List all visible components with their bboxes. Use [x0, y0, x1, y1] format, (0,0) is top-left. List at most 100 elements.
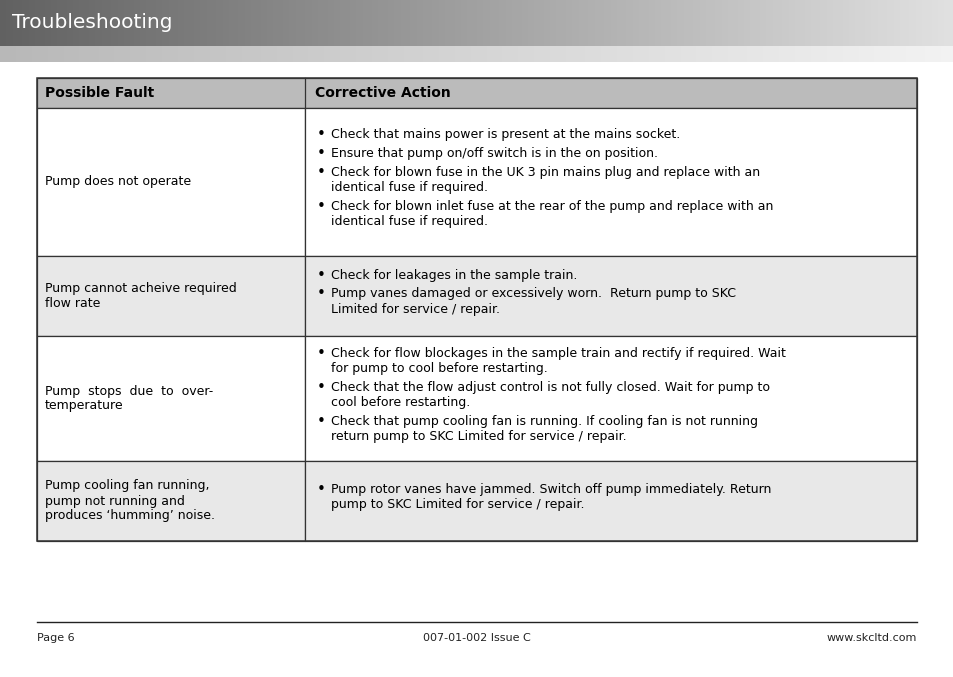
Bar [45, 46, 48, 62]
Bar [498, 46, 502, 62]
Bar [775, 0, 779, 46]
Bar [54, 46, 57, 62]
Bar [534, 46, 537, 62]
Bar [841, 0, 845, 46]
Bar [267, 46, 270, 62]
Bar [451, 0, 455, 46]
Bar [169, 46, 172, 62]
Bar [150, 46, 152, 62]
Bar [512, 46, 515, 62]
Bar [112, 0, 114, 46]
Bar [877, 46, 880, 62]
Bar [540, 0, 543, 46]
Bar [197, 46, 200, 62]
Bar [902, 46, 905, 62]
Text: Pump rotor vanes have jammed. Switch off pump immediately. Return: Pump rotor vanes have jammed. Switch off… [331, 483, 771, 496]
Bar [327, 46, 331, 62]
Bar [359, 0, 362, 46]
Bar [474, 46, 476, 62]
Bar [886, 46, 889, 62]
Bar [426, 0, 429, 46]
Bar [760, 0, 762, 46]
Bar [254, 46, 257, 62]
Bar [102, 46, 105, 62]
Bar [636, 46, 639, 62]
Bar [855, 0, 858, 46]
Bar [114, 46, 117, 62]
Bar [667, 46, 670, 62]
Text: Check that pump cooling fan is running. If cooling fan is not running: Check that pump cooling fan is running. … [331, 415, 758, 428]
Bar [712, 0, 715, 46]
Bar [807, 46, 810, 62]
Bar [861, 0, 864, 46]
Bar [155, 46, 159, 62]
Bar [10, 0, 12, 46]
Bar [441, 0, 445, 46]
Bar [908, 0, 912, 46]
Bar [426, 46, 429, 62]
Bar [765, 46, 769, 62]
Bar [260, 0, 264, 46]
Bar [37, 78, 916, 108]
Bar [918, 46, 922, 62]
Bar [274, 0, 276, 46]
Bar [829, 0, 832, 46]
Bar [874, 46, 877, 62]
Bar [524, 46, 527, 62]
Bar [0, 0, 3, 46]
Bar [362, 46, 365, 62]
Bar [820, 46, 822, 62]
Text: Check for leakages in the sample train.: Check for leakages in the sample train. [331, 269, 577, 282]
Bar [460, 0, 464, 46]
Bar [29, 46, 31, 62]
Bar [22, 46, 26, 62]
Text: Corrective Action: Corrective Action [314, 86, 450, 100]
Bar [905, 0, 908, 46]
Bar [438, 46, 441, 62]
Bar [200, 0, 203, 46]
Bar [896, 0, 899, 46]
Bar [219, 46, 222, 62]
Bar [534, 0, 537, 46]
Bar [375, 0, 378, 46]
Bar [508, 0, 512, 46]
Bar [314, 0, 317, 46]
Bar [836, 0, 839, 46]
Bar [76, 0, 79, 46]
Bar [152, 46, 155, 62]
Text: Pump does not operate: Pump does not operate [45, 175, 191, 188]
Bar [226, 46, 229, 62]
Bar [89, 46, 92, 62]
Bar [705, 46, 708, 62]
Text: •: • [316, 286, 326, 301]
Bar [92, 46, 95, 62]
Bar [432, 46, 436, 62]
Bar [369, 0, 372, 46]
Text: •: • [316, 267, 326, 282]
Bar [29, 0, 31, 46]
Bar [37, 108, 305, 256]
Bar [336, 46, 340, 62]
Bar [848, 46, 851, 62]
Bar [26, 46, 29, 62]
Bar [394, 0, 397, 46]
Bar [791, 46, 794, 62]
Bar [889, 0, 893, 46]
Bar [222, 46, 226, 62]
Bar [124, 46, 127, 62]
Bar [836, 46, 839, 62]
Bar [883, 0, 886, 46]
Bar [92, 0, 95, 46]
Bar [632, 0, 636, 46]
Bar [19, 0, 22, 46]
Bar [98, 46, 102, 62]
Bar [629, 46, 632, 62]
Bar [474, 0, 476, 46]
Bar [470, 0, 474, 46]
Bar [674, 0, 677, 46]
Bar [696, 46, 699, 62]
Bar [479, 0, 483, 46]
Bar [372, 46, 375, 62]
Bar [775, 46, 779, 62]
Bar [756, 46, 760, 62]
